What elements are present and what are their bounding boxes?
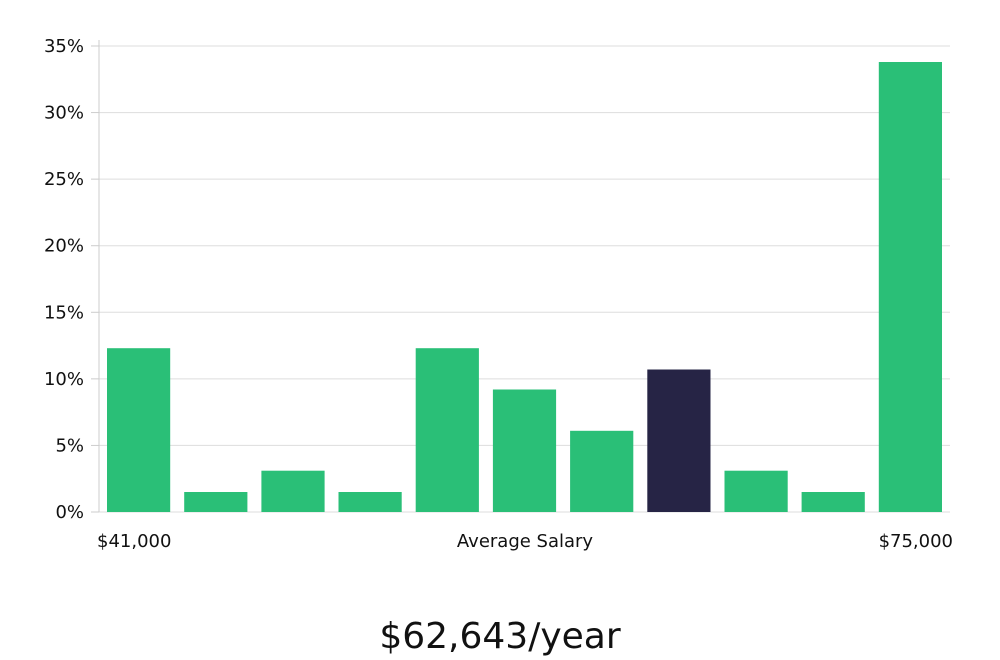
salary-bar [107,348,171,512]
bars [107,62,942,512]
salary-bar [338,492,402,512]
y-axis-ticks: 0% 5% 10% 15% 20% 25% 30% 35% [44,36,99,523]
y-tick-label: 0% [55,502,84,523]
salary-bar [570,430,634,512]
salary-bar [184,492,248,512]
y-tick-label: 25% [44,169,84,190]
salary-bar [415,348,479,512]
y-tick-label: 15% [44,302,84,323]
y-tick-label: 20% [44,236,84,257]
y-tick-label: 35% [44,36,84,57]
x-axis-label: Average Salary [457,531,594,552]
salary-bar [724,470,788,512]
salary-bar-highlighted [647,369,711,512]
salary-bar [801,492,865,512]
x-axis-left-label: $41,000 [97,531,171,552]
salary-bar [261,470,325,512]
y-tick-label: 10% [44,369,84,390]
salary-bar [492,389,557,512]
y-tick-label: 5% [55,435,84,456]
average-salary-value: $62,643/year [379,616,621,657]
x-axis-right-label: $75,000 [879,531,953,552]
salary-bar [878,62,942,512]
grid-lines [99,45,950,513]
y-tick-label: 30% [44,103,84,124]
